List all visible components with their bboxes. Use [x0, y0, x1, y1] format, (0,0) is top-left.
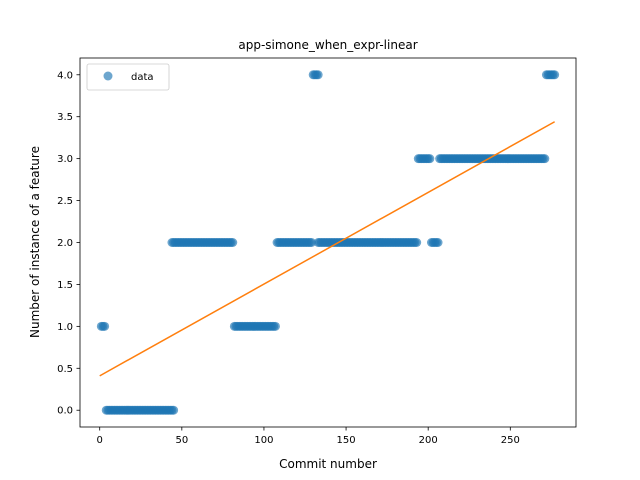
y-axis-label: Number of instance of a feature	[28, 146, 42, 338]
x-tick-label: 0	[97, 435, 103, 446]
y-tick-label: 4.0	[57, 70, 73, 81]
axis-ticks: 0 50 100 150 200 250 0.0 0.5 1.0 1.5 2.0 2.5 3.0 3.5 4…	[57, 70, 520, 446]
y-tick-label: 3.0	[57, 154, 73, 165]
y-tick-label: 0.0	[57, 406, 73, 417]
data-point	[425, 154, 435, 164]
x-axis-label: Commit number	[279, 457, 377, 471]
y-tick-label: 3.5	[57, 112, 73, 123]
y-tick-label: 1.0	[57, 322, 73, 333]
y-tick-label: 2.0	[57, 238, 73, 249]
data-point	[169, 405, 179, 415]
x-tick-label: 250	[501, 435, 520, 446]
data-point	[228, 238, 238, 247]
y-tick-label: 1.5	[57, 280, 73, 291]
legend-data-label: data	[131, 72, 154, 83]
plot-area	[96, 70, 560, 415]
y-tick-label: 2.5	[57, 196, 73, 207]
x-tick-label: 100	[254, 435, 273, 446]
data-point	[270, 321, 280, 331]
data-point	[433, 238, 443, 247]
x-tick-label: 50	[175, 435, 188, 446]
x-tick-label: 150	[337, 435, 356, 446]
chart-title: app-simone_when_expr-linear	[238, 38, 417, 52]
data-point	[540, 154, 550, 164]
data-point	[412, 238, 422, 247]
data-point	[100, 321, 110, 331]
data-point	[550, 70, 560, 80]
data-point	[307, 238, 317, 247]
y-tick-label: 0.5	[57, 364, 73, 375]
x-tick-label: 200	[419, 435, 438, 446]
legend-box	[86, 63, 170, 91]
legend: data	[86, 63, 170, 91]
legend-data-marker	[103, 71, 113, 81]
fit-line	[99, 121, 556, 377]
data-point	[313, 70, 323, 80]
